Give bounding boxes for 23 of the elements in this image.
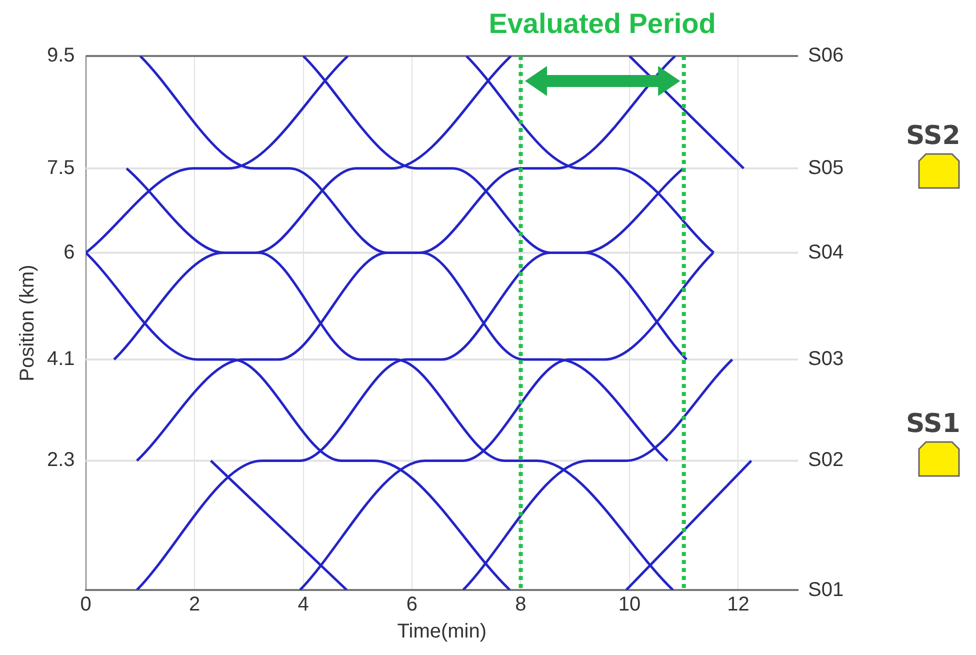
text: Evaluated Period bbox=[488, 8, 716, 40]
x-tick-label: 8 bbox=[515, 594, 526, 616]
text: SS1 bbox=[906, 409, 960, 440]
y-axis-title: Position (km) bbox=[16, 264, 39, 382]
y-tick-label: 7.5 bbox=[46, 156, 75, 179]
x-tick-label: 10 bbox=[618, 594, 641, 616]
ref-line-label: S06 bbox=[808, 44, 844, 67]
x-tick-label: 0 bbox=[80, 594, 92, 616]
ref-line-label: S04 bbox=[808, 241, 844, 264]
x-tick-label: 6 bbox=[406, 594, 418, 616]
x-axis-title: Time(min) bbox=[397, 620, 487, 643]
y-tick-label: 6 bbox=[64, 241, 75, 264]
x-tick-label: 2 bbox=[188, 594, 200, 616]
y-tick-label: 4.1 bbox=[46, 348, 75, 370]
y-tick-label: 9.5 bbox=[46, 44, 75, 67]
text: SS2 bbox=[906, 120, 960, 151]
text: S01 bbox=[808, 578, 844, 602]
ref-line-label: S02 bbox=[808, 449, 844, 472]
x-tick-label: 12 bbox=[727, 594, 750, 616]
y-tick-label: 2.3 bbox=[46, 449, 75, 472]
ref-line-label: S03 bbox=[808, 348, 844, 370]
ref-line-label: S05 bbox=[808, 156, 844, 179]
x-tick-label: 4 bbox=[298, 594, 309, 616]
